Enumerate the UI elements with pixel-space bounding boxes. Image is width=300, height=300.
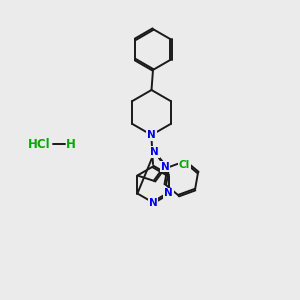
Text: N: N <box>164 188 173 199</box>
Text: N: N <box>147 130 156 140</box>
Text: Cl: Cl <box>178 160 190 170</box>
Text: N: N <box>148 197 158 208</box>
Text: H: H <box>66 137 76 151</box>
Text: HCl: HCl <box>28 137 50 151</box>
Text: N: N <box>161 161 170 172</box>
Text: N: N <box>150 147 159 157</box>
